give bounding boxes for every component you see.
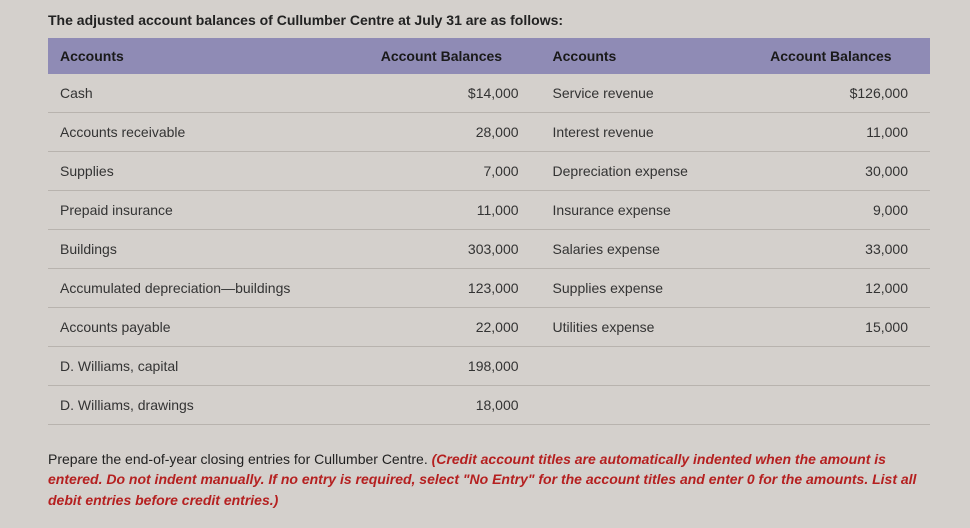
cell-balance: 12,000 [758, 269, 930, 308]
cell-balance: 22,000 [369, 308, 541, 347]
table-row: Prepaid insurance 11,000 Insurance expen… [48, 191, 930, 230]
cell-balance: 9,000 [758, 191, 930, 230]
cell-account [541, 347, 759, 386]
cell-balance: 11,000 [758, 113, 930, 152]
cell-account: Insurance expense [541, 191, 759, 230]
cell-balance: 123,000 [369, 269, 541, 308]
cell-balance: 7,000 [369, 152, 541, 191]
cell-balance: 303,000 [369, 230, 541, 269]
cell-account: Prepaid insurance [48, 191, 369, 230]
table-row: Accumulated depreciation—buildings 123,0… [48, 269, 930, 308]
header-accounts-1: Accounts [48, 38, 369, 74]
question-page: The adjusted account balances of Cullumb… [0, 0, 970, 528]
cell-account: Salaries expense [541, 230, 759, 269]
cell-balance: 11,000 [369, 191, 541, 230]
cell-account: Depreciation expense [541, 152, 759, 191]
table-row: Accounts receivable 28,000 Interest reve… [48, 113, 930, 152]
cell-balance: $126,000 [758, 74, 930, 113]
table-row: D. Williams, capital 198,000 [48, 347, 930, 386]
balances-table: Accounts Account Balances Accounts Accou… [48, 38, 930, 425]
cell-account: Accumulated depreciation—buildings [48, 269, 369, 308]
cell-account [541, 386, 759, 425]
cell-balance: 28,000 [369, 113, 541, 152]
header-balances-1: Account Balances [369, 38, 541, 74]
cell-account: Supplies expense [541, 269, 759, 308]
cell-account: D. Williams, capital [48, 347, 369, 386]
cell-account: Interest revenue [541, 113, 759, 152]
cell-account: Utilities expense [541, 308, 759, 347]
cell-balance: 15,000 [758, 308, 930, 347]
cell-account: D. Williams, drawings [48, 386, 369, 425]
instructions-block: Prepare the end-of-year closing entries … [48, 449, 930, 510]
cell-balance: $14,000 [369, 74, 541, 113]
header-accounts-2: Accounts [541, 38, 759, 74]
cell-account: Accounts receivable [48, 113, 369, 152]
header-balances-2: Account Balances [758, 38, 930, 74]
cell-account: Accounts payable [48, 308, 369, 347]
cell-balance [758, 386, 930, 425]
cell-balance: 198,000 [369, 347, 541, 386]
cell-balance: 18,000 [369, 386, 541, 425]
instruction-plain: Prepare the end-of-year closing entries … [48, 451, 432, 467]
cell-account: Buildings [48, 230, 369, 269]
table-row: D. Williams, drawings 18,000 [48, 386, 930, 425]
cell-balance: 33,000 [758, 230, 930, 269]
table-row: Accounts payable 22,000 Utilities expens… [48, 308, 930, 347]
cell-balance [758, 347, 930, 386]
table-row: Cash $14,000 Service revenue $126,000 [48, 74, 930, 113]
cell-account: Supplies [48, 152, 369, 191]
cell-balance: 30,000 [758, 152, 930, 191]
table-row: Buildings 303,000 Salaries expense 33,00… [48, 230, 930, 269]
cell-account: Service revenue [541, 74, 759, 113]
cell-account: Cash [48, 74, 369, 113]
table-header-row: Accounts Account Balances Accounts Accou… [48, 38, 930, 74]
table-row: Supplies 7,000 Depreciation expense 30,0… [48, 152, 930, 191]
intro-text: The adjusted account balances of Cullumb… [48, 12, 930, 28]
